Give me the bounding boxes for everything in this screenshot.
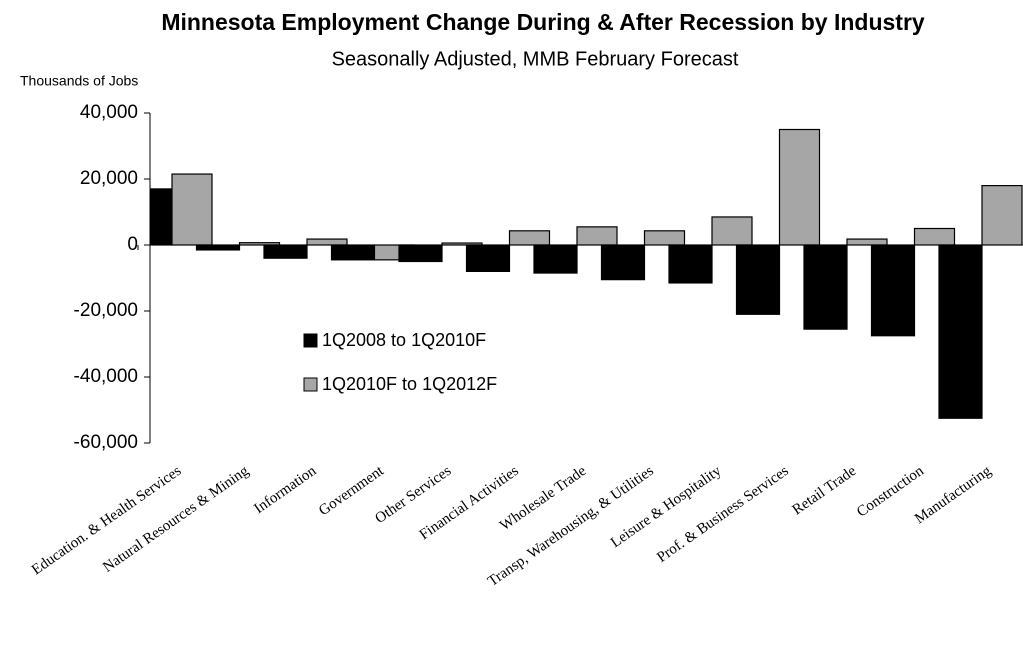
bar — [398, 244, 443, 263]
bar — [195, 244, 241, 251]
bar — [846, 238, 888, 246]
legend-label: 1Q2008 to 1Q2010F — [322, 330, 486, 350]
y-tick-label: -60,000 — [74, 432, 138, 453]
bars — [150, 128, 1023, 419]
bar — [600, 244, 646, 281]
legend-label: 1Q2010F to 1Q2012F — [322, 374, 497, 394]
y-tick-label: -40,000 — [74, 366, 138, 387]
bar — [330, 244, 376, 261]
bar — [306, 238, 348, 246]
x-tick-label: Information — [251, 463, 319, 517]
bar — [171, 173, 213, 246]
bar — [643, 230, 686, 246]
x-tick-label: Retail Trade — [790, 463, 860, 519]
bar — [668, 244, 713, 284]
y-axis-title: Thousands of Jobs — [20, 73, 138, 89]
bar — [981, 185, 1023, 246]
bar — [576, 226, 618, 246]
legend-swatch — [303, 377, 318, 392]
y-tick-label: 40,000 — [80, 102, 138, 123]
bar — [711, 216, 753, 246]
bar — [533, 244, 578, 274]
y-tick-label: 20,000 — [80, 168, 138, 189]
bar — [870, 244, 916, 337]
bar — [508, 230, 551, 246]
x-tick-label: Leisure & Hospitality — [608, 463, 725, 551]
y-tick-label: 0 — [127, 234, 138, 255]
legend-swatch — [303, 333, 318, 348]
x-tick-label: Manufacturing — [912, 463, 995, 528]
bar — [263, 244, 308, 259]
bar — [465, 244, 511, 272]
x-tick-label: Prof. & Business Services — [654, 463, 792, 566]
bar — [913, 227, 956, 246]
y-tick-label: -20,000 — [74, 300, 138, 321]
bar — [803, 244, 848, 330]
chart-title: Minnesota Employment Change During & Aft… — [161, 9, 925, 35]
chart-subtitle: Seasonally Adjusted, MMB February Foreca… — [332, 48, 739, 70]
bar — [735, 244, 781, 315]
bar — [778, 128, 821, 246]
bar — [938, 244, 983, 419]
